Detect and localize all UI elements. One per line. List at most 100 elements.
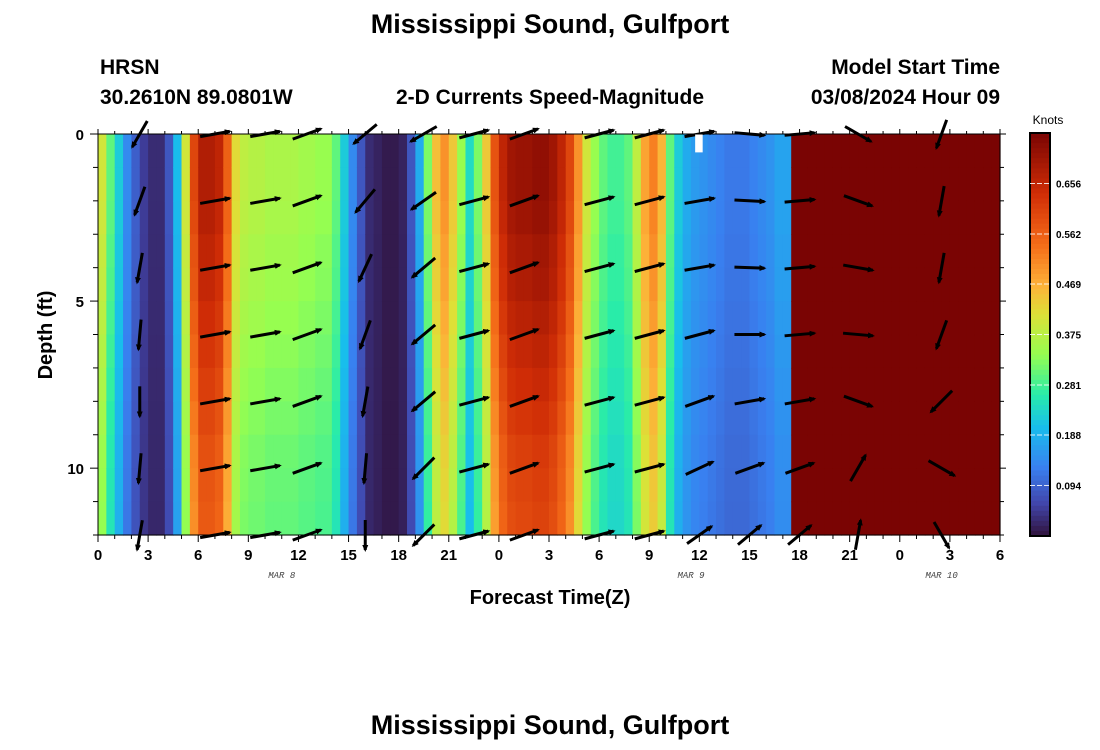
heatmap-cell [198, 134, 208, 169]
heatmap-cell [949, 234, 959, 269]
heatmap-cell [933, 501, 943, 536]
heatmap-cell [131, 234, 141, 269]
heatmap-cell [490, 468, 500, 503]
heatmap-cell [690, 367, 700, 402]
heatmap-cell [198, 434, 208, 469]
heatmap-cell [173, 301, 183, 336]
chart-title: Mississippi Sound, Gulfport [370, 9, 730, 39]
current-vector [584, 462, 616, 474]
heatmap-cell [565, 334, 575, 369]
heatmap-cell [181, 468, 191, 503]
current-vector [734, 396, 767, 406]
heatmap-cell [189, 501, 199, 536]
heatmap-cell [507, 267, 517, 302]
heatmap-cell [331, 434, 341, 469]
heatmap-cell [473, 334, 483, 369]
heatmap-cell [549, 367, 558, 402]
x-tick-label: 12 [290, 547, 307, 564]
heatmap-cell [941, 234, 951, 269]
heatmap-cell [432, 267, 442, 302]
heatmap-cell [181, 301, 191, 336]
heatmap-cell [373, 334, 383, 369]
heatmap-cell [832, 501, 842, 536]
heatmap-cell [507, 200, 517, 235]
colorbar-segment [1030, 394, 1050, 401]
heatmap-cell [958, 468, 968, 503]
heatmap-cell [306, 234, 316, 269]
heatmap-cell [473, 468, 483, 503]
heatmap-cell [340, 367, 350, 402]
heatmap-cell [766, 134, 776, 169]
heatmap-cell [315, 367, 325, 402]
heatmap-cell [331, 367, 341, 402]
heatmap-cell [757, 134, 767, 169]
heatmap-cell [214, 334, 224, 369]
heatmap-cell [415, 234, 425, 269]
heatmap-cell [774, 301, 784, 336]
heatmap-cell [206, 267, 216, 302]
heatmap-cell [858, 434, 867, 469]
heatmap-cell [757, 301, 767, 336]
heatmap-cell [156, 234, 166, 269]
heatmap-cell [549, 434, 558, 469]
heatmap-cell [248, 134, 258, 169]
heatmap-cell [223, 334, 233, 369]
heatmap-cell [841, 134, 851, 169]
heatmap-cell [131, 468, 141, 503]
heatmap-cell [899, 401, 909, 436]
heatmap-cell [98, 167, 107, 202]
heatmap-cell [356, 367, 366, 402]
heatmap-cell [958, 434, 968, 469]
heatmap-cell [557, 468, 567, 503]
heatmap-cell [674, 401, 684, 436]
heatmap-cell [816, 200, 826, 235]
heatmap-cell [949, 434, 959, 469]
heatmap-cell [440, 334, 450, 369]
heatmap-cell [256, 234, 266, 269]
heatmap-cell [799, 167, 809, 202]
heatmap-cell [515, 501, 525, 536]
heatmap-cell [123, 167, 133, 202]
current-vector [509, 194, 540, 208]
heatmap-cell [457, 334, 467, 369]
heatmap-cell [490, 200, 500, 235]
colorbar-segment [1030, 410, 1050, 416]
colorbar-segment [1030, 218, 1050, 225]
heatmap-cell [866, 468, 876, 503]
heatmap-cell [624, 267, 634, 302]
heatmap-cell [924, 301, 934, 336]
heatmap-cell [348, 301, 358, 336]
heatmap-cell [782, 234, 792, 269]
heatmap-cell [590, 167, 600, 202]
heatmap-cell [816, 468, 826, 503]
heatmap-cell [390, 468, 400, 503]
heatmap-cell [532, 401, 542, 436]
heatmap-cell [899, 468, 909, 503]
heatmap-cell [423, 401, 433, 436]
heatmap-cell [841, 200, 851, 235]
heatmap-cell [849, 367, 859, 402]
heatmap-cell [741, 134, 751, 169]
heatmap-cell [657, 167, 667, 202]
heatmap-cell [874, 367, 884, 402]
heatmap-cell [340, 234, 350, 269]
heatmap-cell [624, 134, 634, 169]
heatmap-cell [148, 200, 158, 235]
heatmap-cell [716, 301, 725, 336]
heatmap-cell [148, 367, 158, 402]
heatmap-cell [106, 334, 116, 369]
heatmap-cell [515, 301, 525, 336]
current-vector [784, 461, 816, 475]
heatmap-cell [615, 234, 625, 269]
heatmap-cell [832, 267, 842, 302]
heatmap-cell [540, 334, 550, 369]
colorbar-segment [1030, 193, 1050, 200]
heatmap-cell [148, 468, 158, 503]
heatmap-cell [131, 200, 141, 235]
colorbar-segment [1030, 279, 1050, 285]
heatmap-cell [716, 434, 725, 469]
heatmap-cell [599, 167, 609, 202]
heatmap-cell [457, 434, 467, 469]
heatmap-cell [457, 301, 467, 336]
heatmap-cell [782, 401, 792, 436]
